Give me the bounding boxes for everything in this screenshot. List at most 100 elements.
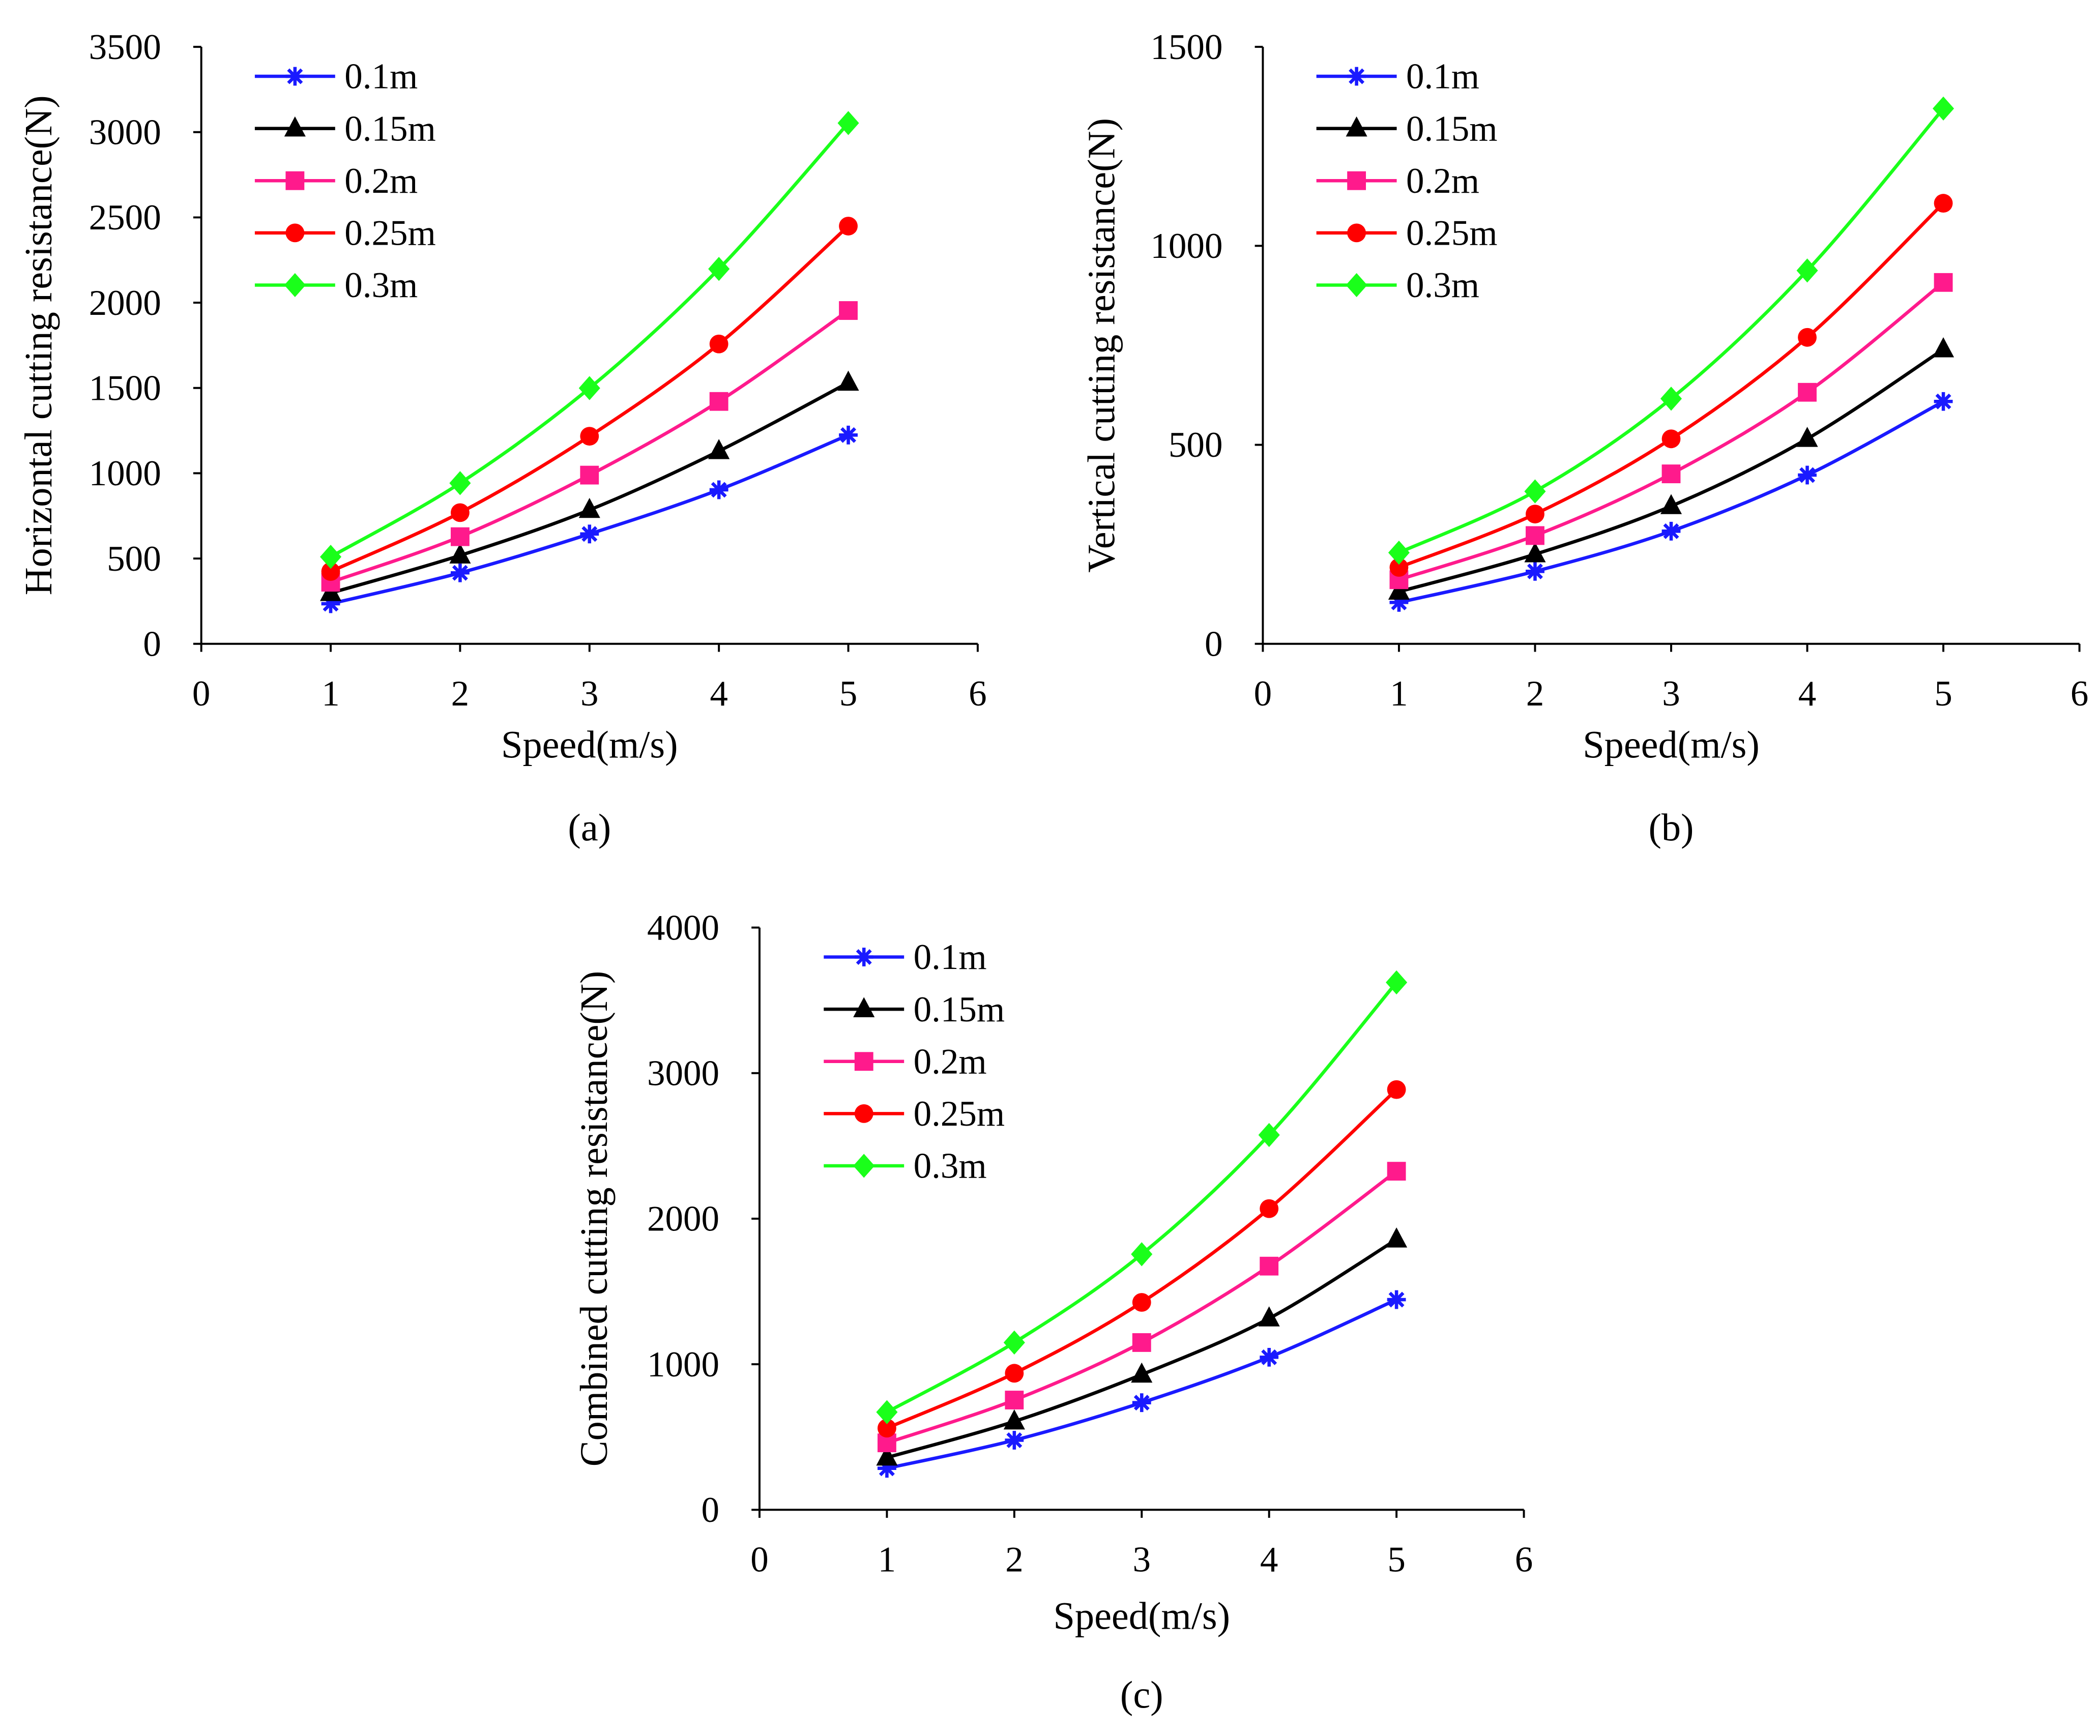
x-tick-label: 0	[750, 1540, 769, 1579]
y-axis-label: Combined cutting resistance(N)	[572, 971, 616, 1467]
x-tick-label: 3	[1132, 1540, 1151, 1579]
legend-label: 0.1m	[914, 937, 987, 977]
data-point	[450, 503, 470, 522]
legend-item: 0.15m	[824, 990, 1005, 1029]
data-point	[1258, 1123, 1280, 1147]
legend-label: 0.3m	[1406, 266, 1479, 305]
x-tick-label: 0	[192, 674, 211, 714]
legend-marker	[854, 948, 873, 966]
data-point	[1132, 1393, 1151, 1413]
data-point	[1796, 427, 1818, 447]
data-point	[708, 257, 730, 281]
legend-label: 0.2m	[914, 1042, 987, 1081]
data-point	[1934, 194, 1953, 213]
data-point	[876, 1445, 898, 1466]
panel-label: (b)	[1649, 806, 1694, 849]
data-point	[1524, 542, 1546, 563]
series-0.25m	[321, 217, 858, 581]
legend-label: 0.15m	[1406, 109, 1498, 149]
y-tick-label: 3000	[647, 1053, 719, 1093]
y-axis-label: Vertical cutting resistance(N)	[1080, 118, 1123, 573]
y-tick-label: 500	[107, 539, 161, 579]
x-tick-label: 0	[1254, 674, 1272, 714]
data-point	[1798, 382, 1817, 402]
data-point	[449, 543, 471, 564]
series-0.1m	[877, 1290, 1406, 1478]
y-tick-label: 2500	[89, 198, 161, 238]
data-point	[1388, 540, 1410, 565]
data-point	[1260, 1199, 1279, 1218]
series-line	[886, 1298, 1397, 1470]
y-tick-label: 2000	[647, 1199, 719, 1239]
y-tick-label: 3500	[89, 27, 161, 67]
data-point	[1005, 1391, 1024, 1409]
data-point	[578, 376, 600, 400]
data-point	[450, 563, 470, 582]
data-point	[1389, 593, 1409, 612]
legend-marker	[1346, 116, 1367, 137]
legend-marker	[854, 1104, 873, 1123]
data-point	[1258, 1306, 1280, 1327]
legend-item: 0.1m	[824, 937, 987, 977]
legend-marker	[285, 67, 305, 86]
series-line	[1398, 107, 1945, 554]
x-axis-label: Speed(m/s)	[501, 723, 678, 766]
series-0.15m	[876, 1227, 1408, 1466]
x-tick-label: 2	[451, 674, 470, 714]
series-0.2m	[877, 1162, 1406, 1453]
x-tick-label: 1	[878, 1540, 896, 1579]
x-tick-label: 1	[322, 674, 340, 714]
data-point	[1660, 387, 1682, 411]
data-point	[1661, 521, 1681, 541]
y-axis-label: Horizontal cutting resistance(N)	[17, 95, 60, 595]
x-tick-label: 4	[1798, 674, 1817, 714]
legend-item: 0.15m	[254, 109, 436, 149]
data-point	[321, 594, 340, 613]
y-tick-label: 1000	[89, 454, 161, 493]
legend-marker	[284, 116, 306, 137]
x-tick-label: 6	[969, 674, 987, 714]
data-point	[450, 527, 470, 546]
data-point	[449, 471, 471, 495]
legend-marker	[285, 223, 305, 243]
series-0.3m	[1388, 96, 1955, 565]
data-point	[1387, 1080, 1406, 1099]
data-point	[1387, 1162, 1406, 1181]
data-point	[1260, 1256, 1279, 1276]
data-point	[709, 480, 728, 499]
data-point	[877, 1459, 896, 1478]
data-point	[1660, 494, 1682, 514]
y-tick-label: 4000	[647, 908, 719, 948]
x-tick-label: 6	[1515, 1540, 1533, 1579]
data-point	[321, 562, 340, 581]
legend-marker	[853, 1154, 875, 1178]
legend-item: 0.1m	[1316, 57, 1479, 97]
series-0.2m	[321, 301, 858, 592]
data-point	[1934, 273, 1953, 292]
y-tick-label: 0	[143, 624, 161, 664]
x-tick-label: 1	[1390, 674, 1408, 714]
panel-label: (c)	[1120, 1673, 1163, 1717]
data-point	[1131, 1362, 1153, 1383]
data-point	[578, 497, 600, 518]
data-point	[1005, 1431, 1024, 1450]
legend-marker	[1347, 67, 1366, 86]
y-tick-label: 3000	[89, 112, 161, 152]
data-point	[1003, 1330, 1025, 1355]
series-0.25m	[877, 1080, 1406, 1438]
data-point	[1526, 526, 1544, 545]
legend-item: 0.3m	[254, 266, 418, 305]
y-tick-label: 500	[1169, 425, 1223, 465]
x-tick-label: 2	[1526, 674, 1544, 714]
data-point	[580, 524, 599, 544]
data-point	[837, 370, 859, 391]
legend-item: 0.2m	[254, 161, 418, 201]
x-tick-label: 4	[1260, 1540, 1278, 1579]
legend-label: 0.15m	[914, 990, 1005, 1029]
panel-label: (a)	[568, 806, 611, 849]
data-point	[1933, 337, 1955, 358]
legend-marker	[1346, 273, 1367, 298]
legend-item: 0.15m	[1316, 109, 1498, 149]
data-point	[1386, 970, 1408, 995]
